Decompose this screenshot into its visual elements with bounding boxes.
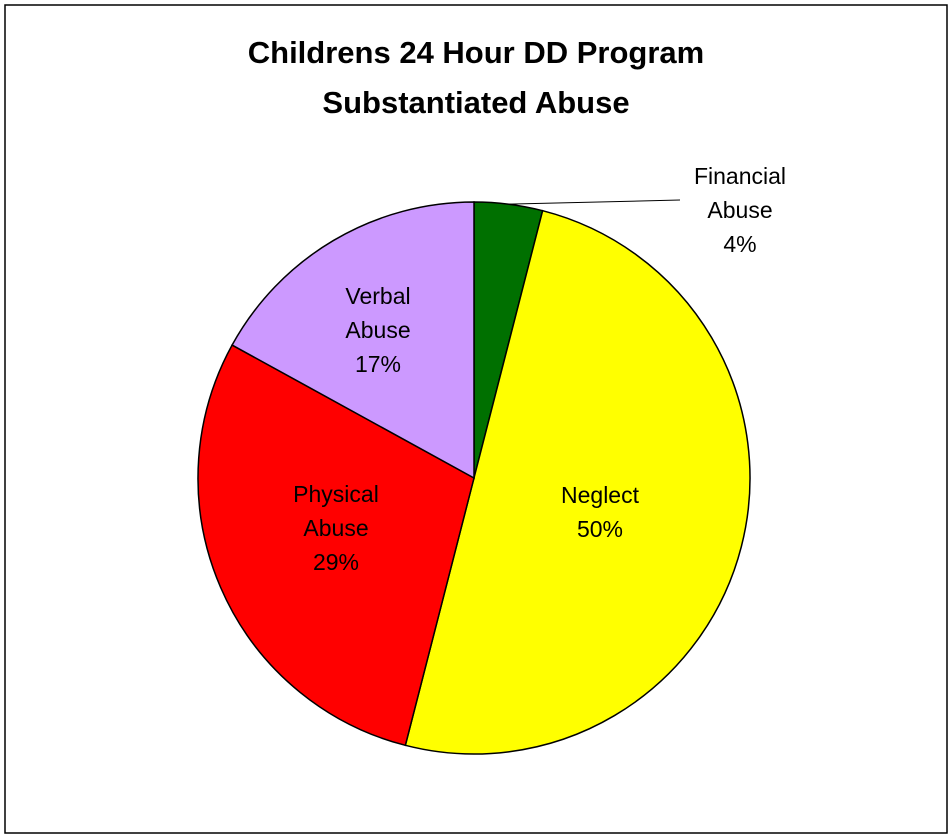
category-label: Financial Abuse (693, 163, 787, 223)
pie-slice (197, 344, 475, 747)
value-label: 29% (312, 549, 360, 575)
value-label: 4% (723, 231, 757, 257)
pie-slice (404, 209, 751, 755)
value-label: 50% (576, 516, 624, 542)
chart-title: Childrens 24 Hour DD Program Substantiat… (247, 35, 705, 120)
slice-label: Neglect 50% (535, 478, 665, 546)
category-label: Physical Abuse (293, 481, 379, 541)
value-label: 17% (354, 351, 402, 377)
slice-label: Physical Abuse 29% (271, 477, 401, 579)
pie-slice (231, 201, 475, 480)
slice-label: Verbal Abuse 17% (313, 279, 443, 381)
category-label: Neglect (561, 482, 639, 508)
leader-line (508, 199, 681, 205)
slice-label: Financial Abuse 4% (675, 159, 805, 261)
category-label: Verbal Abuse (345, 283, 411, 343)
